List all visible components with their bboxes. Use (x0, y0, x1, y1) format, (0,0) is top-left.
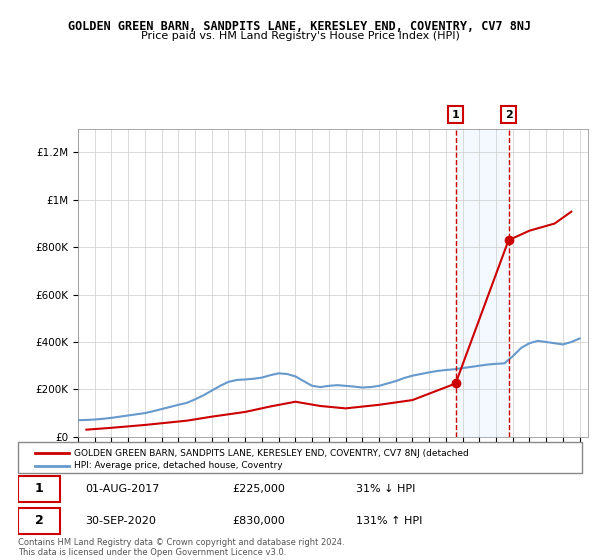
Text: HPI: Average price, detached house, Coventry: HPI: Average price, detached house, Cove… (74, 461, 283, 470)
Text: 2: 2 (505, 110, 512, 120)
Text: 01-AUG-2017: 01-AUG-2017 (86, 484, 160, 494)
Text: £225,000: £225,000 (232, 484, 285, 494)
Text: GOLDEN GREEN BARN, SANDPITS LANE, KERESLEY END, COVENTRY, CV7 8NJ (detached: GOLDEN GREEN BARN, SANDPITS LANE, KERESL… (74, 449, 469, 458)
FancyBboxPatch shape (18, 508, 60, 534)
Text: £830,000: £830,000 (232, 516, 285, 526)
Text: 31% ↓ HPI: 31% ↓ HPI (356, 484, 416, 494)
Bar (455, 129, 509, 437)
Text: GOLDEN GREEN BARN, SANDPITS LANE, KERESLEY END, COVENTRY, CV7 8NJ: GOLDEN GREEN BARN, SANDPITS LANE, KERESL… (68, 20, 532, 32)
Text: Contains HM Land Registry data © Crown copyright and database right 2024.
This d: Contains HM Land Registry data © Crown c… (18, 538, 344, 557)
Text: 1: 1 (452, 110, 460, 120)
Text: 1: 1 (35, 482, 44, 495)
Text: Price paid vs. HM Land Registry's House Price Index (HPI): Price paid vs. HM Land Registry's House … (140, 31, 460, 41)
Text: 131% ↑ HPI: 131% ↑ HPI (356, 516, 423, 526)
Text: 30-SEP-2020: 30-SEP-2020 (86, 516, 157, 526)
Text: 2: 2 (35, 514, 44, 528)
FancyBboxPatch shape (18, 442, 582, 473)
FancyBboxPatch shape (18, 476, 60, 502)
